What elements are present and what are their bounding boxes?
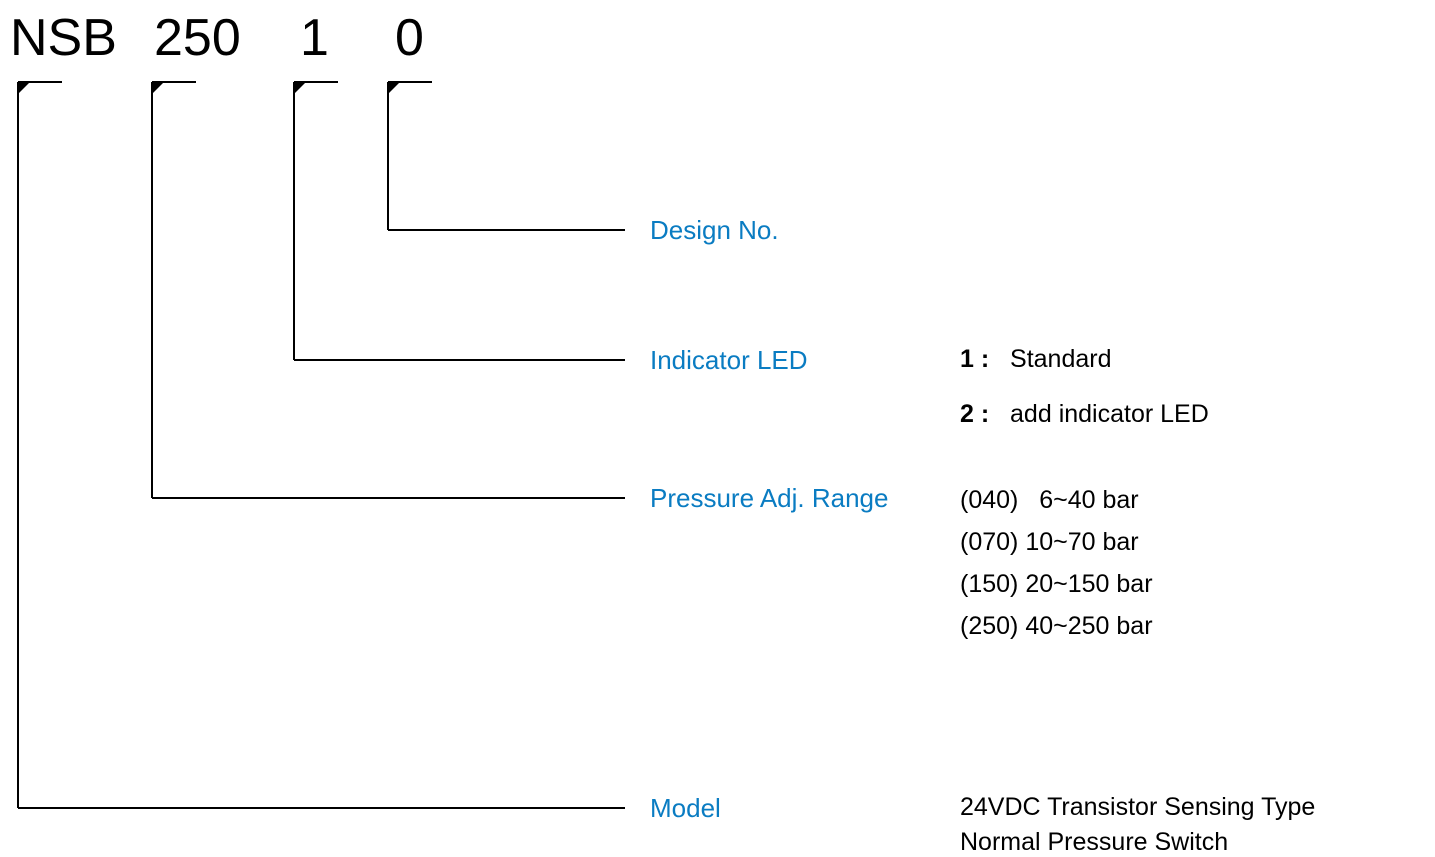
label-led: Indicator LED bbox=[650, 345, 808, 376]
part-number-diagram: NSB 250 1 0 Design No. bbox=[0, 0, 1435, 856]
detail-pressure-4: (250) 40~250 bar bbox=[960, 612, 1153, 641]
part-model: NSB bbox=[10, 8, 117, 68]
label-model: Model bbox=[650, 793, 721, 824]
label-pressure: Pressure Adj. Range bbox=[650, 483, 888, 514]
detail-led-2-desc: add indicator LED bbox=[1010, 400, 1209, 428]
detail-pressure-4-code: (250) bbox=[960, 612, 1018, 640]
detail-pressure-2-code: (070) bbox=[960, 528, 1018, 556]
detail-model-2: Normal Pressure Switch bbox=[960, 828, 1228, 857]
detail-led-2-code: 2 : bbox=[960, 400, 989, 428]
detail-pressure-3-desc: 20~150 bar bbox=[1025, 570, 1152, 598]
detail-pressure-4-desc: 40~250 bar bbox=[1025, 612, 1152, 640]
detail-led-2: 2 : add indicator LED bbox=[960, 400, 1209, 429]
detail-led-1-code: 1 : bbox=[960, 345, 989, 373]
detail-pressure-1-desc: 6~40 bar bbox=[1039, 486, 1138, 514]
detail-model-1: 24VDC Transistor Sensing Type bbox=[960, 793, 1315, 822]
detail-pressure-2: (070) 10~70 bar bbox=[960, 528, 1139, 557]
detail-led-1-desc: Standard bbox=[1010, 345, 1111, 373]
part-led: 1 bbox=[300, 8, 329, 68]
bracket-lines bbox=[0, 0, 1435, 856]
detail-pressure-3-code: (150) bbox=[960, 570, 1018, 598]
detail-pressure-3: (150) 20~150 bar bbox=[960, 570, 1153, 599]
part-pressure: 250 bbox=[154, 8, 241, 68]
detail-pressure-2-desc: 10~70 bar bbox=[1025, 528, 1138, 556]
detail-led-1: 1 : Standard bbox=[960, 345, 1112, 374]
part-design: 0 bbox=[395, 8, 424, 68]
label-design: Design No. bbox=[650, 215, 779, 246]
detail-pressure-1: (040) 6~40 bar bbox=[960, 486, 1139, 515]
detail-pressure-1-code: (040) bbox=[960, 486, 1018, 514]
